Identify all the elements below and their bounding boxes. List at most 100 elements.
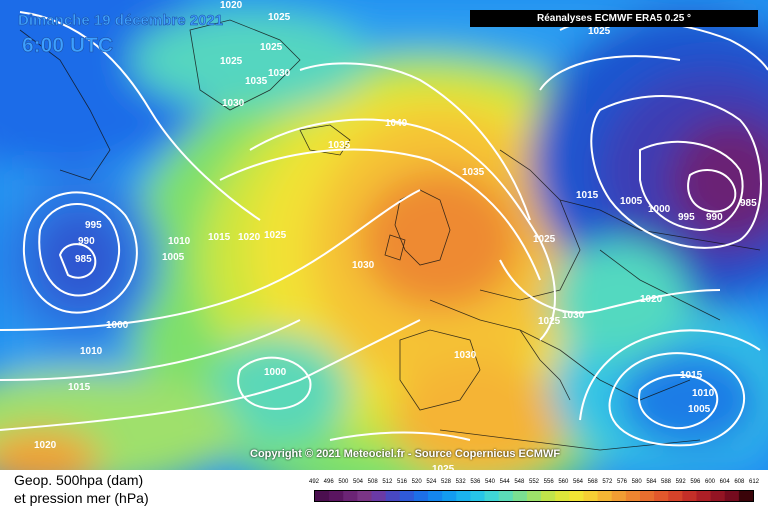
source-banner: Réanalyses ECMWF ERA5 0.25 °	[470, 10, 758, 27]
color-scale-swatch	[738, 491, 753, 501]
isobar-label: 1025	[533, 234, 556, 245]
isobar-label: 1020	[640, 294, 663, 305]
color-scale-swatch	[315, 491, 330, 501]
color-scale-swatch	[696, 491, 712, 501]
color-scale-tick: 612	[748, 479, 760, 485]
color-scale-tick: 492	[308, 479, 320, 485]
color-scale-tick: 556	[543, 479, 554, 485]
isobar-label: 1005	[162, 252, 185, 263]
color-scale-swatch	[668, 491, 683, 501]
isobar-label: 1025	[538, 316, 561, 327]
isobar-label: 1010	[80, 346, 103, 357]
legend-footer	[0, 470, 768, 512]
isobar-label: 1035	[245, 76, 268, 87]
color-scale-swatch	[428, 491, 443, 501]
color-scale-swatch	[357, 491, 373, 501]
color-scale-swatch	[654, 491, 669, 501]
isobar-label: 1015	[68, 382, 91, 393]
color-scale-swatch	[385, 491, 401, 501]
isobar-label: 995	[85, 220, 102, 231]
color-scale-swatch	[498, 491, 514, 501]
color-scale-tick: 572	[602, 479, 613, 485]
color-scale-tick: 584	[646, 479, 657, 485]
isobar-labels: 1020 1025 1025 1035 1030 1025 1030 1040 …	[34, 0, 757, 470]
isobar-label: 1025	[220, 56, 243, 67]
isobar-label: 1010	[692, 388, 715, 399]
color-scale-tick: 576	[616, 479, 628, 485]
isobar-label: 1025	[588, 26, 611, 37]
isobar-label: 1015	[576, 190, 599, 201]
isobar-label: 1025	[260, 42, 283, 53]
color-scale-swatch	[329, 491, 344, 501]
color-scale-tick: 524	[426, 479, 437, 485]
color-scale-swatch	[526, 491, 542, 501]
color-scale-tick: 560	[558, 479, 569, 485]
isobar-label: 1020	[34, 440, 57, 451]
color-scale-swatch	[343, 491, 358, 501]
color-scale-tick: 568	[587, 479, 598, 485]
color-scale-swatch	[710, 491, 726, 501]
color-scale-tick: 548	[514, 479, 525, 485]
isobar-label: 985	[740, 198, 757, 209]
isobar-label: 1000	[264, 367, 287, 378]
color-scale-swatch	[682, 491, 697, 501]
color-scale-tick: 532	[455, 479, 466, 485]
isobar-label: 1000	[106, 320, 129, 331]
color-scale-swatch	[611, 491, 627, 501]
isobar-label: 1025	[432, 464, 455, 470]
isobar-label: 990	[706, 212, 723, 223]
isobar-label: 1000	[648, 204, 671, 215]
geopotential-field	[0, 0, 768, 470]
isobar-label: 990	[78, 236, 95, 247]
color-scale-swatch	[597, 491, 613, 501]
color-scale-tick: 588	[660, 479, 672, 485]
isobar-label: 1005	[688, 404, 711, 415]
color-scale-swatch	[639, 491, 655, 501]
color-scale-tick: 604	[719, 479, 730, 485]
map-date: Dimanche 19 décembre 2021	[18, 12, 224, 30]
color-scale-ticks: 492 496 500 504 508 512 516 520 524 528 532 536 540 5…	[309, 479, 759, 489]
color-scale-swatch	[541, 491, 556, 501]
color-scale-swatch	[442, 491, 457, 501]
isobar-label: 1025	[268, 12, 291, 23]
color-scale-swatch	[724, 491, 740, 501]
color-scale-tick: 516	[396, 479, 408, 485]
color-scale-tick: 580	[631, 479, 642, 485]
isobar-label: 1025	[264, 230, 287, 241]
color-scale-tick: 600	[704, 479, 716, 485]
color-scale-swatch	[569, 491, 584, 501]
color-scale-tick: 508	[367, 479, 378, 485]
isobar-label: 1035	[462, 167, 485, 178]
color-scale-tick: 552	[528, 479, 540, 485]
color-scale-tick: 540	[484, 479, 496, 485]
color-scale-tick: 496	[323, 479, 334, 485]
color-scale-tick: 504	[352, 479, 364, 485]
isobar-label: 995	[678, 212, 695, 223]
color-scale-swatch	[555, 491, 570, 501]
isobar-label: 1020	[220, 0, 243, 11]
color-scale-tick: 608	[734, 479, 745, 485]
isobar-label: 1020	[238, 232, 261, 243]
color-scale-tick: 512	[382, 479, 393, 485]
color-scale-tick: 596	[690, 479, 701, 485]
weather-map: 1020 1025 1025 1035 1030 1025 1030 1040 …	[0, 0, 768, 470]
color-scale-swatch	[371, 491, 387, 501]
color-scale-tick: 592	[675, 479, 686, 485]
color-scale-swatch	[512, 491, 528, 501]
copyright-notice: Copyright © 2021 Meteociel.fr - Source C…	[250, 448, 561, 460]
color-scale-tick: 520	[411, 479, 422, 485]
isobar-label: 1005	[620, 196, 643, 207]
isobar-label: 1015	[680, 370, 703, 381]
color-scale-tick: 500	[338, 479, 349, 485]
color-scale-tick: 536	[470, 479, 481, 485]
color-scale-swatch	[456, 491, 471, 501]
color-scale-swatch	[470, 491, 486, 501]
color-scale-swatch	[484, 491, 500, 501]
isobar-label: 985	[75, 254, 92, 265]
color-scale-tick: 564	[572, 479, 584, 485]
legend-label-pressure: et pression mer (hPa)	[14, 490, 149, 506]
isobar-label: 1010	[168, 236, 191, 247]
isobar-label: 1035	[328, 140, 351, 151]
color-scale-swatch	[583, 491, 599, 501]
legend-label-geop: Geop. 500hpa (dam)	[14, 472, 144, 488]
